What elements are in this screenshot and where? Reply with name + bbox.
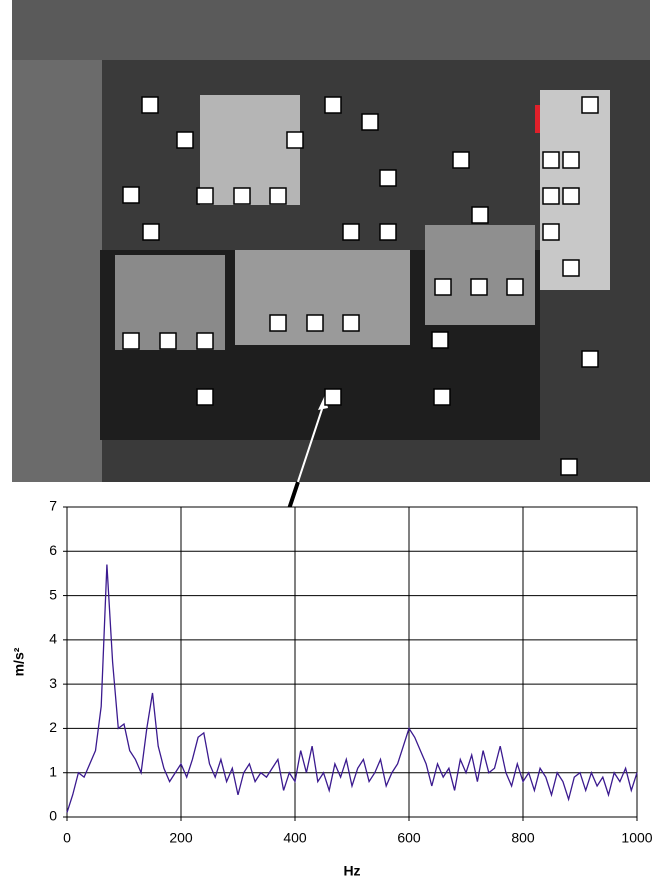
marker-square xyxy=(433,388,451,406)
marker-square xyxy=(269,314,287,332)
panel-top xyxy=(12,0,650,60)
marker-square xyxy=(196,388,214,406)
panel-left xyxy=(12,60,102,482)
y-tick-label: 7 xyxy=(49,498,57,514)
x-tick-label: 1000 xyxy=(621,830,652,846)
red-marker xyxy=(535,105,540,133)
y-tick-label: 3 xyxy=(49,675,57,691)
x-axis-label: Hz xyxy=(343,863,360,879)
marker-square xyxy=(562,151,580,169)
marker-square xyxy=(562,187,580,205)
marker-square xyxy=(542,187,560,205)
marker-square xyxy=(361,113,379,131)
marker-square xyxy=(560,458,578,476)
x-tick-label: 0 xyxy=(63,830,71,846)
marker-square xyxy=(269,187,287,205)
marker-square xyxy=(452,151,470,169)
x-tick-label: 400 xyxy=(283,830,307,846)
marker-square xyxy=(342,223,360,241)
plot-area xyxy=(67,507,637,817)
marker-square xyxy=(176,131,194,149)
heatsink xyxy=(425,225,535,325)
marker-square xyxy=(233,187,251,205)
y-tick-label: 0 xyxy=(49,808,57,824)
marker-square xyxy=(196,187,214,205)
marker-square xyxy=(434,278,452,296)
marker-square xyxy=(506,278,524,296)
marker-square xyxy=(431,331,449,349)
marker-square xyxy=(379,223,397,241)
y-tick-label: 1 xyxy=(49,763,57,779)
marker-square xyxy=(141,96,159,114)
marker-square xyxy=(379,169,397,187)
x-tick-label: 600 xyxy=(397,830,421,846)
marker-square xyxy=(471,206,489,224)
marker-square xyxy=(286,131,304,149)
x-tick-label: 800 xyxy=(511,830,535,846)
transformer xyxy=(200,95,300,205)
y-tick-label: 5 xyxy=(49,586,57,602)
marker-square xyxy=(581,350,599,368)
y-tick-label: 2 xyxy=(49,719,57,735)
marker-square xyxy=(122,186,140,204)
marker-square xyxy=(122,332,140,350)
marker-square xyxy=(196,332,214,350)
marker-square xyxy=(142,223,160,241)
y-tick-label: 6 xyxy=(49,542,57,558)
y-axis-label: m/s² xyxy=(11,647,27,676)
marker-square xyxy=(542,223,560,241)
marker-square xyxy=(324,388,342,406)
photo xyxy=(12,0,650,528)
marker-square xyxy=(562,259,580,277)
marker-square xyxy=(324,96,342,114)
marker-square xyxy=(581,96,599,114)
plot-border xyxy=(66,506,638,818)
marker-square xyxy=(470,278,488,296)
y-tick-label: 4 xyxy=(49,631,57,647)
x-tick-label: 200 xyxy=(169,830,193,846)
data-line xyxy=(66,564,638,813)
marker-square xyxy=(159,332,177,350)
marker-square xyxy=(542,151,560,169)
marker-square xyxy=(306,314,324,332)
marker-square xyxy=(342,314,360,332)
